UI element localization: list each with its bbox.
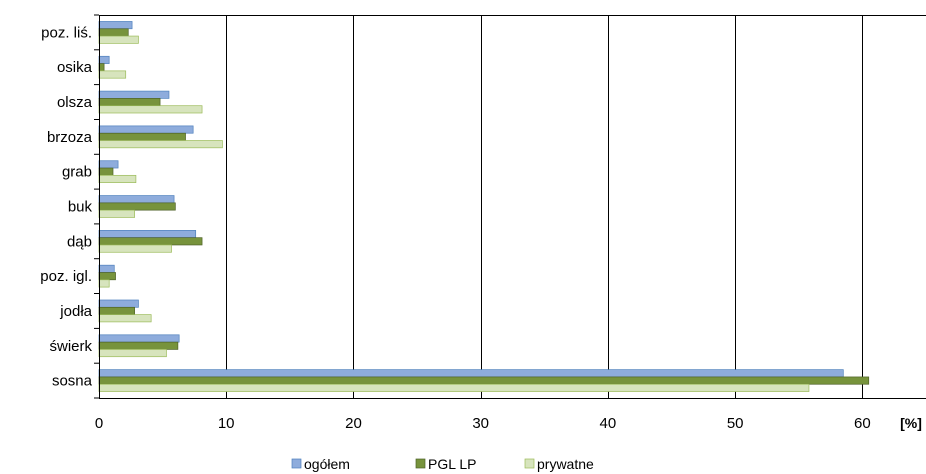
- unit-label: [%]: [900, 415, 922, 431]
- category-label: olsza: [57, 94, 93, 111]
- category-label: sosna: [52, 373, 93, 390]
- bar-2-8: [98, 272, 116, 281]
- bar-3-5: [98, 174, 137, 183]
- bar-3-7: [98, 244, 172, 253]
- bar-1-1: [98, 21, 133, 30]
- legend-label-1: ogółem: [304, 456, 350, 472]
- category-label: osika: [57, 59, 93, 76]
- bar-1-11: [98, 369, 844, 378]
- bar-2-1: [98, 28, 129, 37]
- bar-2-6: [98, 202, 176, 211]
- bars: [98, 21, 870, 392]
- bar-3-6: [98, 209, 135, 218]
- tick-labels: 0 10 20 30 40 50 60: [95, 415, 871, 432]
- bar-2-3: [98, 98, 161, 107]
- bar-1-4: [98, 125, 194, 134]
- legend: ogółem PGL LP prywatne: [291, 456, 594, 472]
- x-tick-label-30: 30: [472, 415, 489, 432]
- bar-1-10: [98, 334, 180, 343]
- bar-3-4: [98, 140, 223, 149]
- bar-2-10: [98, 341, 179, 350]
- category-label: grab: [62, 164, 92, 181]
- bar-3-11: [98, 383, 810, 392]
- bar-3-2: [98, 70, 127, 79]
- category-label: świerk: [49, 338, 92, 355]
- bar-3-9: [98, 314, 152, 323]
- bar-3-8: [98, 279, 110, 288]
- bar-1-7: [98, 230, 197, 239]
- category-label: dąb: [67, 233, 92, 250]
- category-label: buk: [68, 199, 93, 216]
- bar-1-6: [98, 195, 175, 204]
- bar-2-7: [98, 237, 203, 246]
- legend-swatch-2: [415, 458, 426, 469]
- category-label: poz. liś.: [41, 24, 92, 41]
- bar-1-8: [98, 264, 115, 273]
- category-label: brzoza: [47, 129, 93, 146]
- bar-2-11: [98, 376, 870, 385]
- bar-1-9: [98, 299, 139, 308]
- x-tick-label-20: 20: [345, 415, 362, 432]
- x-tick-label-60: 60: [854, 415, 871, 432]
- bar-1-2: [98, 55, 110, 64]
- category-label: jodła: [59, 303, 92, 320]
- x-tick-label-0: 0: [95, 415, 103, 432]
- category-label: poz. igl.: [40, 268, 92, 285]
- axes: [94, 14, 926, 399]
- legend-label-2: PGL LP: [428, 456, 477, 472]
- bar-1-3: [98, 90, 170, 99]
- x-tick-label-50: 50: [727, 415, 744, 432]
- x-tick-label-40: 40: [600, 415, 617, 432]
- legend-swatch-1: [291, 458, 302, 469]
- bar-2-9: [98, 306, 135, 315]
- bar-3-10: [98, 349, 167, 358]
- bar-2-4: [98, 132, 186, 141]
- gridlines: [99, 15, 926, 398]
- bar-3-3: [98, 105, 203, 114]
- x-tick-label-10: 10: [218, 415, 235, 432]
- bar-2-5: [98, 167, 114, 176]
- legend-label-3: prywatne: [537, 456, 594, 472]
- category-labels: poz. liś. osika olsza brzoza grab buk dąb poz. …: [40, 24, 92, 389]
- bar-1-5: [98, 160, 119, 169]
- bar-3-1: [98, 35, 139, 44]
- legend-swatch-3: [524, 458, 535, 469]
